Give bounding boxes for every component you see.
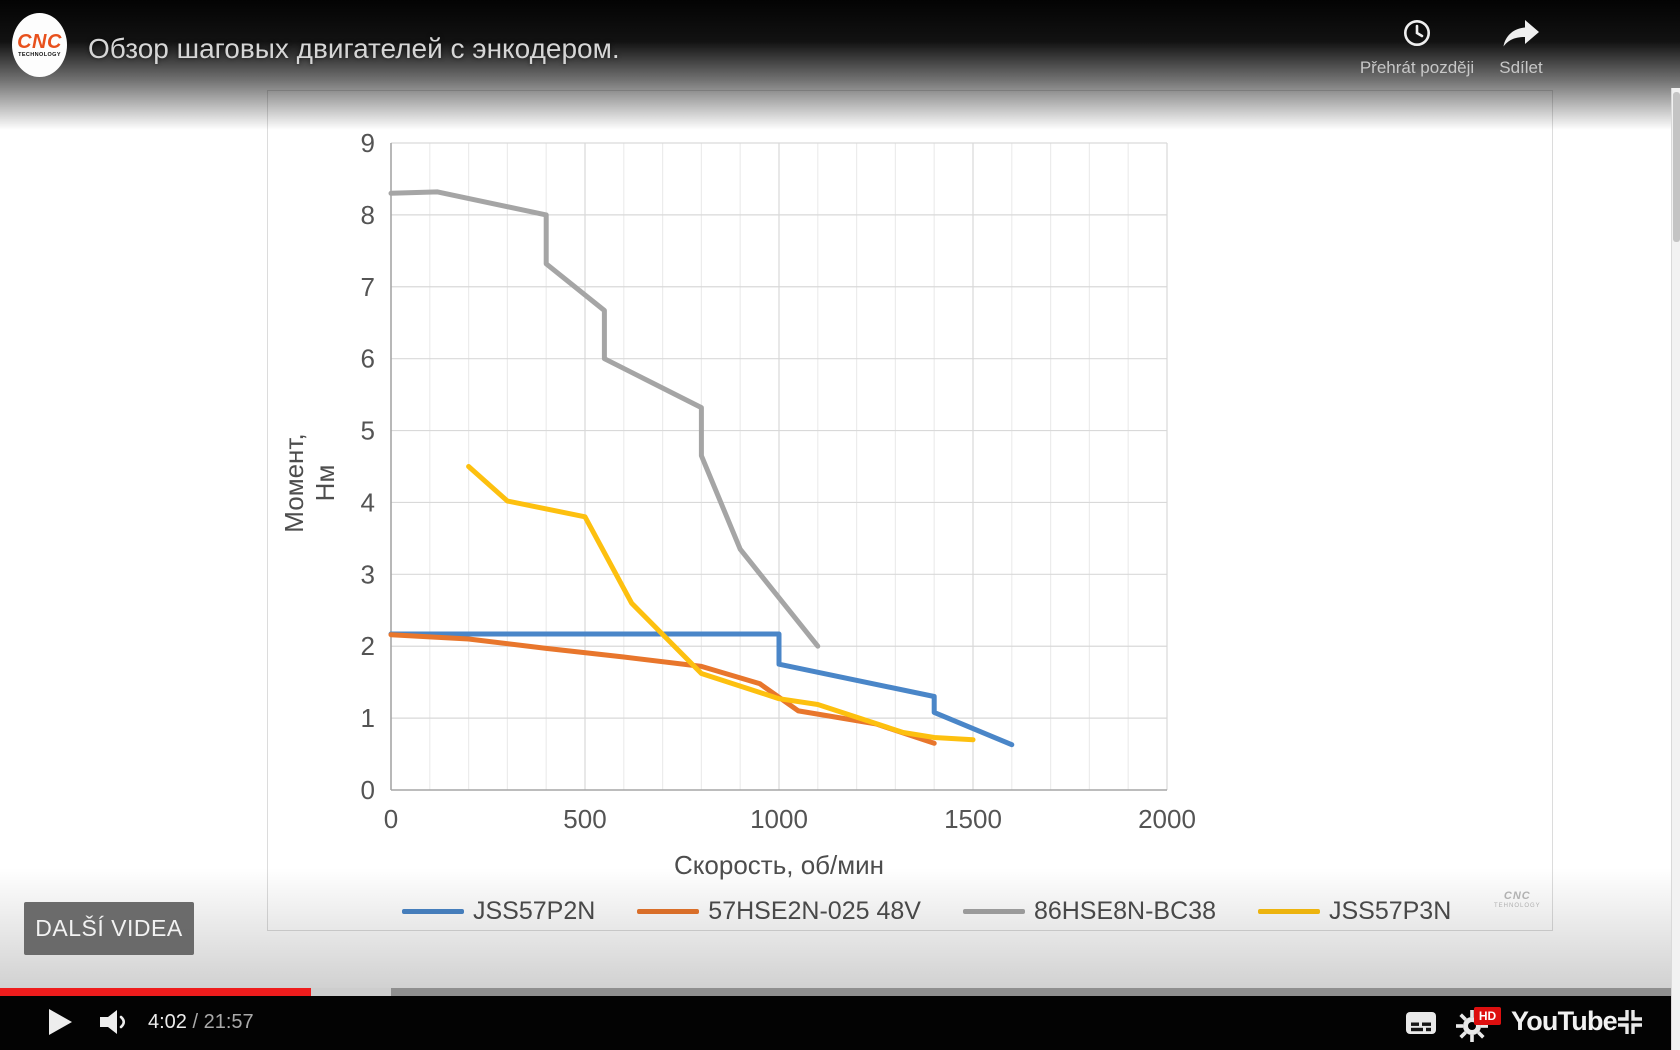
progress-played — [0, 988, 311, 996]
watch-later-button[interactable]: Přehrát později — [1355, 18, 1479, 78]
watermark-sub: TEHNOLOGY — [1494, 901, 1541, 911]
legend-swatch-icon — [962, 908, 1025, 914]
legend-swatch-icon — [402, 908, 464, 914]
play-button[interactable] — [48, 1008, 74, 1036]
player-control-bar: 4:02 / 21:57 HD YouTube — [0, 996, 1680, 1050]
x-axis-title: Скорость, об/мин — [673, 850, 885, 880]
page-scrollbar[interactable] — [1671, 88, 1680, 1050]
time-display: 4:02 / 21:57 — [148, 1011, 254, 1034]
y-axis-title: Момент, Нм — [279, 433, 340, 533]
watermark-brand: CNC — [1494, 891, 1541, 902]
play-triangle-icon — [49, 1009, 72, 1035]
cc-line-icon — [1422, 1022, 1431, 1026]
legend-label: JSS57P2N — [473, 897, 595, 926]
speaker-icon — [100, 1010, 117, 1034]
cc-line-icon — [1411, 1027, 1423, 1032]
clock-icon — [1404, 20, 1430, 46]
time-duration: 21:57 — [203, 1011, 254, 1033]
slide-watermark: CNC TEHNOLOGY — [1494, 891, 1541, 911]
progress-buffered — [310, 988, 392, 996]
legend-swatch-icon — [1257, 908, 1320, 914]
corners-inward-icon — [1618, 1010, 1642, 1034]
legend-label: 86HSE8N-BC38 — [1034, 897, 1216, 926]
legend-item: JSS57P2N — [402, 897, 595, 926]
video-title: Обзор шаговых двигателей с энкодером. — [88, 33, 620, 64]
share-arrow-icon — [1503, 20, 1539, 47]
slide-background — [267, 90, 1553, 931]
bottom-gradient-overlay — [0, 868, 1680, 988]
scrollbar-thumb[interactable] — [1673, 92, 1680, 242]
hd-quality-badge: HD — [1474, 1007, 1501, 1025]
time-current: 4:02 — [148, 1011, 187, 1033]
share-button[interactable]: Sdílet — [1466, 18, 1576, 78]
legend-item: JSS57P3N — [1257, 897, 1451, 926]
collapse-button[interactable] — [1614, 1006, 1646, 1038]
cc-line-icon — [1411, 1022, 1419, 1026]
watch-later-label: Přehrát později — [1359, 58, 1475, 77]
legend-item: 57HSE2N-025 48V — [637, 897, 921, 926]
speaker-wave-icon — [119, 1015, 126, 1029]
volume-button[interactable] — [100, 1010, 130, 1034]
youtube-logo[interactable]: YouTube — [1511, 1006, 1618, 1036]
progress-bar[interactable] — [0, 988, 1680, 996]
legend-label: JSS57P3N — [1329, 897, 1451, 926]
cc-line-icon — [1426, 1027, 1431, 1032]
channel-logo-sub: TECHNOLOGY — [18, 52, 61, 58]
chart-legend: JSS57P2N 57HSE2N-025 48V 86HSE8N-BC38 JSS57… — [402, 897, 1451, 925]
channel-logo-brand: CNC — [17, 31, 62, 53]
share-label: Sdílet — [1499, 58, 1543, 77]
legend-label: 57HSE2N-025 48V — [708, 897, 921, 926]
time-separator: / — [186, 1011, 204, 1033]
next-videos-button[interactable]: DALŠÍ VIDEA — [24, 902, 194, 955]
legend-item: 86HSE8N-BC38 — [962, 897, 1216, 926]
channel-logo: CNC TECHNOLOGY — [12, 13, 67, 77]
subtitles-button[interactable] — [1406, 1012, 1436, 1034]
legend-swatch-icon — [637, 908, 700, 914]
top-gradient-overlay — [0, 0, 1680, 130]
